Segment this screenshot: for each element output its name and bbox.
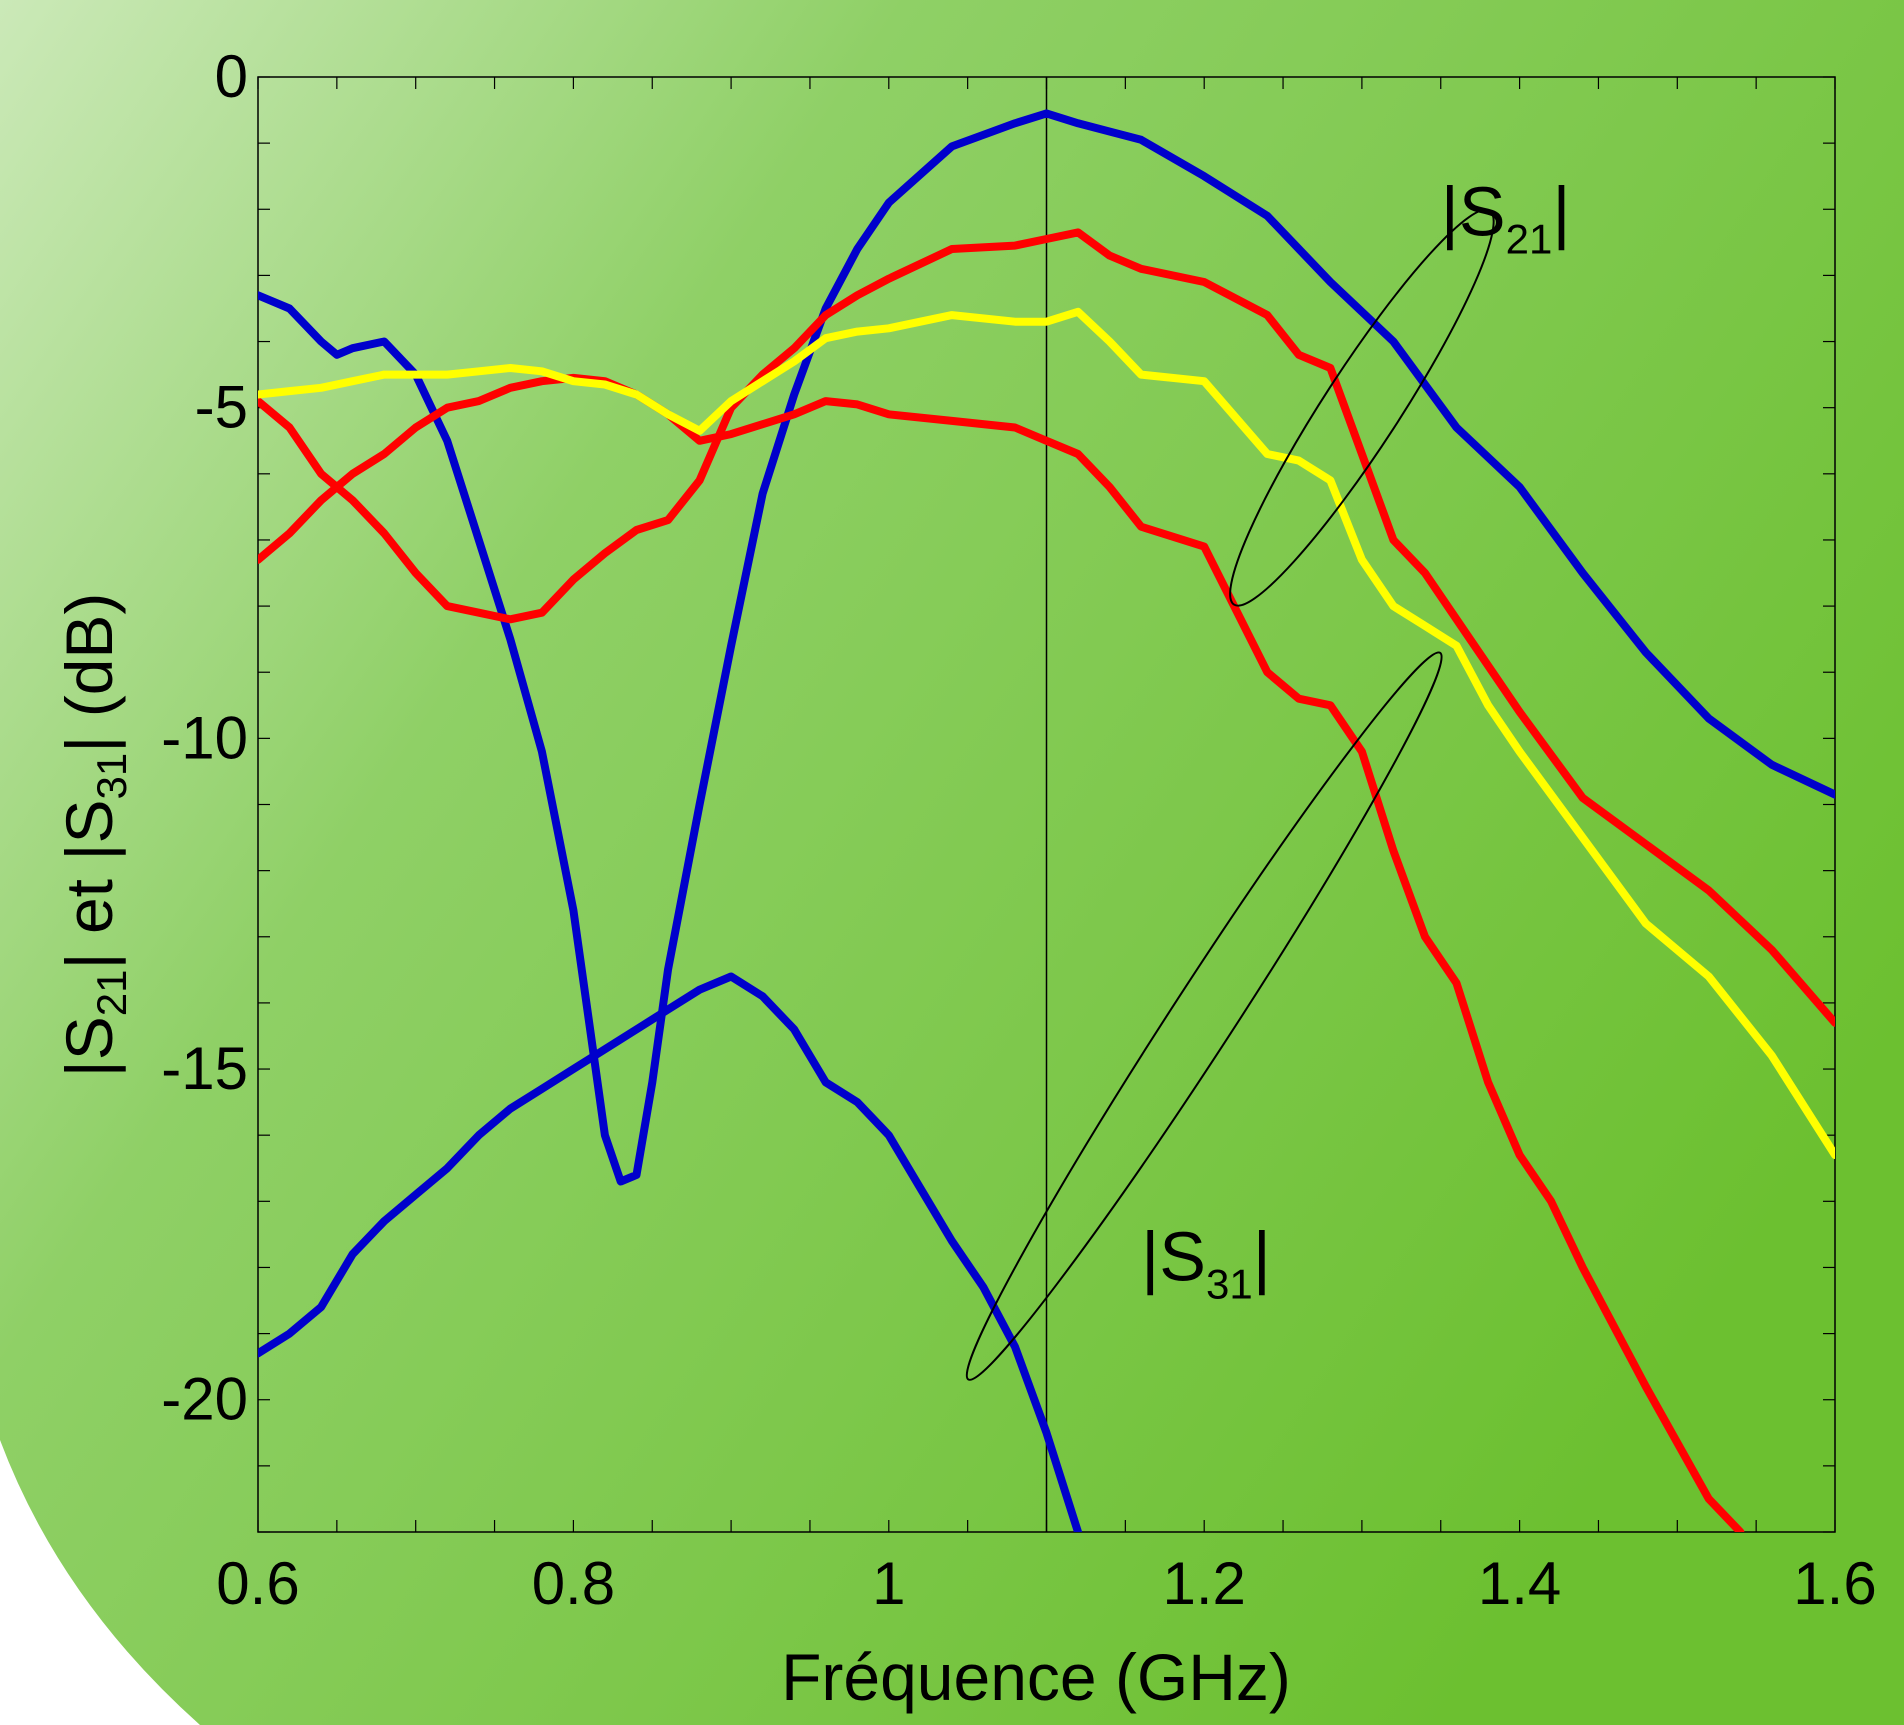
series-group	[258, 109, 1835, 1532]
annotation-ellipse-1	[965, 651, 1443, 1381]
annotation-ellipse-0	[1229, 208, 1495, 607]
x-tick-label: 1.6	[1793, 1550, 1876, 1617]
series-layer	[258, 109, 1835, 1532]
series-line-1	[258, 972, 1082, 1532]
x-tick-label: 1.4	[1478, 1550, 1561, 1617]
y-tick-label: -10	[161, 704, 248, 771]
x-tick-label: 0.6	[216, 1550, 299, 1617]
annotation-layer: |S21| |S31|	[965, 173, 1571, 1381]
tick-labels: 0.6 0.8 1 1.2 1.4 1.6 0 -5 -10 -15 -20	[161, 43, 1876, 1617]
y-tick-label: -20	[161, 1366, 248, 1433]
series-line-3	[258, 373, 1745, 1532]
axis-ticks	[257, 76, 1836, 1533]
x-tick-label: 0.8	[532, 1550, 615, 1617]
y-tick-label: 0	[215, 43, 248, 110]
background-corner	[0, 1440, 200, 1725]
annotation-label-0: |S21|	[1441, 173, 1571, 263]
series-line-2	[258, 228, 1835, 1027]
annotation-label-1: |S31|	[1141, 1218, 1271, 1308]
x-tick-label: 1.2	[1162, 1550, 1245, 1617]
x-tick-label: 1	[872, 1550, 905, 1617]
y-tick-label: -5	[195, 374, 248, 441]
y-tick-label: -15	[161, 1035, 248, 1102]
x-axis-title: Fréquence (GHz)	[781, 1640, 1291, 1714]
y-axis-title: |S21| et |S31| (dB)	[52, 593, 135, 1078]
series-line-4	[258, 307, 1835, 1159]
